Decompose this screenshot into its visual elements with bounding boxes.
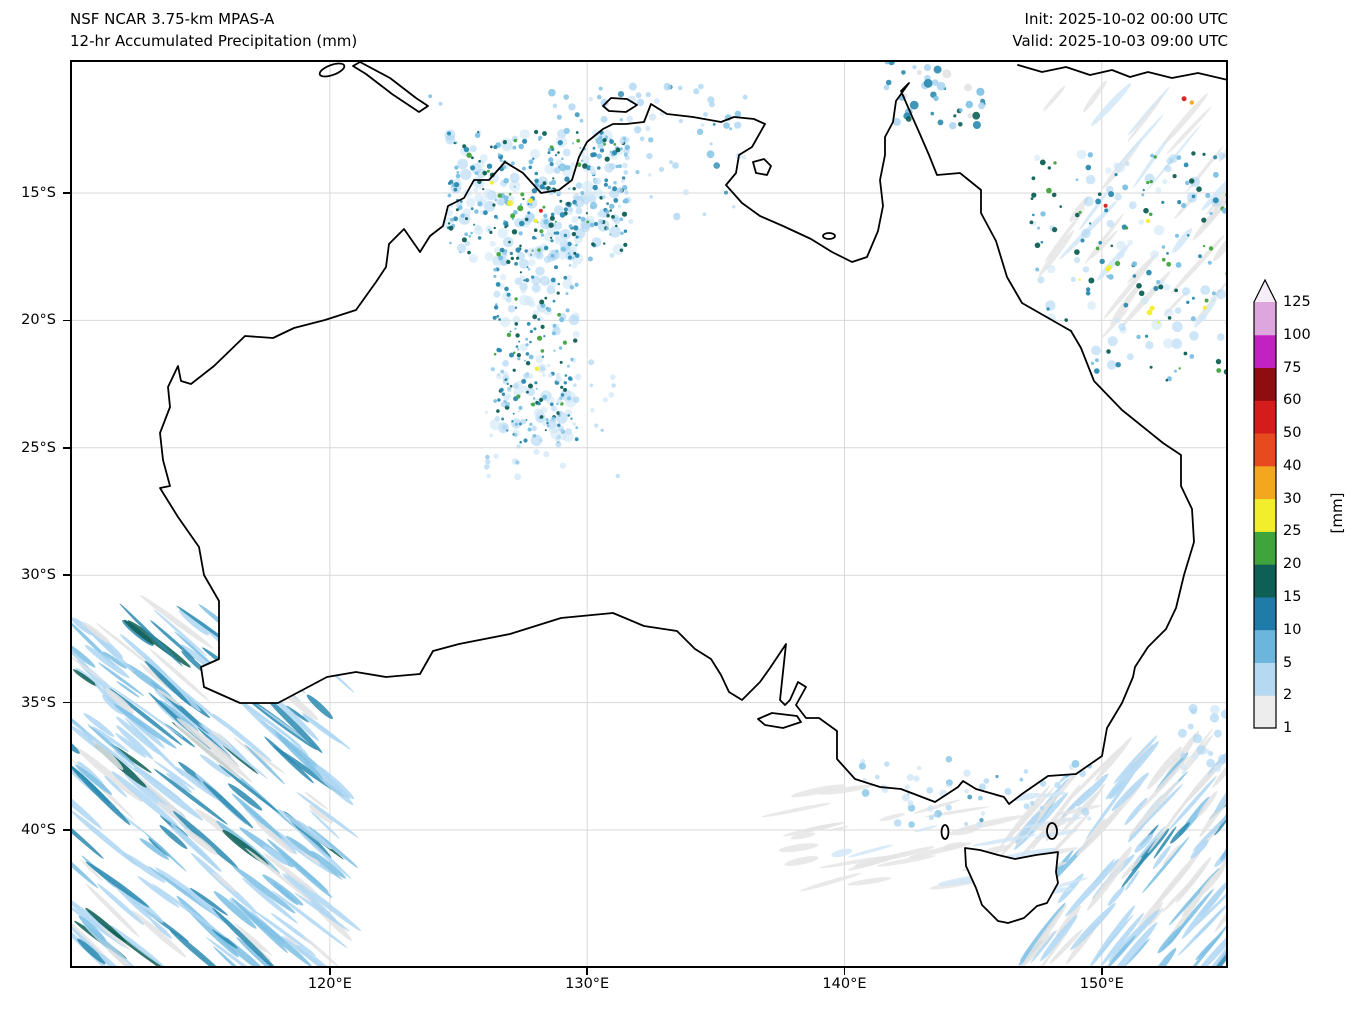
colorbar-segment [1254,334,1276,369]
colorbar-tick-label: 5 [1283,654,1293,671]
init-time: Init: 2025-10-02 00:00 UTC [1024,10,1228,28]
coastlines [159,61,1229,924]
model-title: NSF NCAR 3.75-km MPAS-A [70,10,275,28]
plot-border [70,60,1228,968]
colorbar-tick-label: 75 [1283,359,1302,376]
colorbar-graphic [1253,278,1277,729]
mornington-island-outline [822,232,836,240]
y-tick-mark [63,319,70,322]
x-tick-label: 130°E [565,976,610,992]
colorbar-segment [1254,564,1276,598]
y-tick-label: 20°S [21,312,56,329]
colorbar-tick-label: 30 [1283,490,1302,507]
y-tick-mark [63,574,70,576]
y-tick-mark [63,192,70,194]
colorbar [1253,278,1277,731]
y-tick-mark [63,447,70,449]
colorbar-segment [1254,367,1276,401]
png-coastline [1017,64,1229,81]
tasmania-outline [964,847,1059,924]
groote-eylandt-outline [752,158,772,176]
y-tick-label: 35°S [21,694,56,711]
colorbar-segment [1254,302,1276,336]
colorbar-segment [1254,596,1276,631]
map-plot [70,58,1229,968]
australia-precipitation-map [70,58,1229,968]
colorbar-tick-label: 15 [1283,588,1302,605]
x-tick-label: 150°E [1079,976,1124,992]
colorbar-tick-label: 1 [1283,720,1293,736]
x-tick-mark [586,968,588,975]
precip-field-hotspot-cells [428,94,1207,407]
australia-mainland-outline [159,82,1195,805]
precip-field-vic-coast-patches [858,755,1092,828]
colorbar-segment [1254,695,1276,729]
colorbar-tick-label: 50 [1283,425,1302,442]
x-tick-label: 120°E [307,976,352,992]
timor-outline [352,61,429,113]
kangaroo-island-outline [757,712,802,729]
colorbar-tick-label: 10 [1283,621,1302,638]
precip-field-nt-south-scatter [484,359,620,481]
x-tick-mark [1100,968,1103,975]
colorbar-tick-label: 100 [1283,326,1311,343]
colorbar-extend-arrow [1254,280,1276,302]
y-tick-label: 30°S [21,567,56,584]
precipitation-land [428,58,1207,828]
rote-island-outline [318,62,346,78]
colorbar-segment [1254,498,1276,532]
precip-field-nt-band-cores [492,247,579,444]
precip-field-sw-ocean-streaks [70,594,362,968]
colorbar-segment [1254,400,1276,434]
y-tick-label: 15°S [21,185,56,201]
colorbar-tick-label: 2 [1283,687,1293,704]
precip-field-kimberley-cores [446,129,630,262]
colorbar-segment [1254,433,1276,467]
colorbar-tick-label: 40 [1283,457,1302,474]
colorbar-segment [1254,662,1276,696]
x-tick-mark [843,968,846,975]
colorbar-tick-label: 25 [1283,523,1302,540]
colorbar-tick-label: 20 [1283,556,1302,573]
x-tick-label: 140°E [822,976,867,992]
precip-field-png-gulf-patch [883,58,986,130]
y-tick-label: 40°S [21,822,56,838]
y-tick-mark [63,701,70,704]
valid-time: Valid: 2025-10-03 09:00 UTC [1012,32,1228,50]
colorbar-segment [1254,629,1276,663]
colorbar-segment [1254,465,1276,500]
colorbar-tick-label: 60 [1283,392,1302,409]
title-block-left: NSF NCAR 3.75-km MPAS-A 12-hr Accumulate… [70,8,357,52]
y-tick-label: 25°S [21,439,56,456]
colorbar-outline [1253,278,1277,729]
precip-field-arafura-scatter [548,82,748,225]
precip-field-coral-gray-streaks [1038,80,1228,339]
colorbar-unit-label: [mm] [1328,492,1346,534]
y-tick-mark [63,829,70,831]
colorbar-tick-label: 125 [1283,294,1311,310]
precipitation-ocean [70,80,1228,968]
precip-field-se-ocean-streaks [999,728,1228,968]
king-island-outline [940,824,950,840]
tiwi-islands-outline [602,97,638,113]
product-title: 12-hr Accumulated Precipitation (mm) [70,32,358,50]
x-tick-mark [329,968,331,975]
flinders-island-outline [1046,822,1058,840]
colorbar-segment [1254,531,1276,565]
title-block-right: Init: 2025-10-02 00:00 UTC Valid: 2025-1… [1012,8,1228,52]
